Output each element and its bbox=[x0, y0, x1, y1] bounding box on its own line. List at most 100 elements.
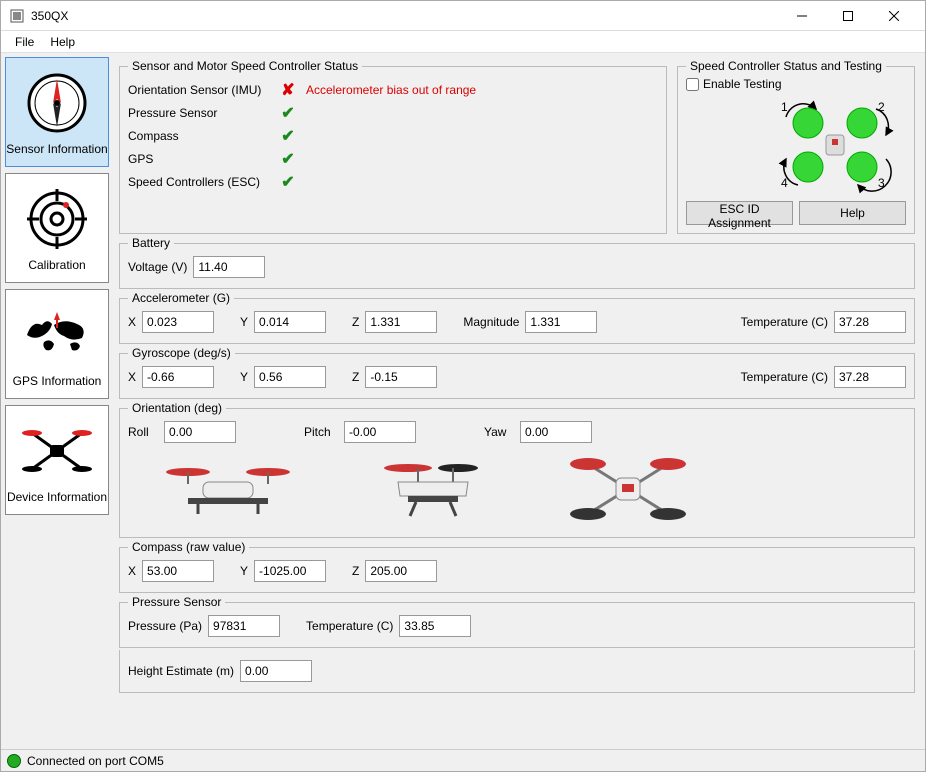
compass-y-input[interactable] bbox=[254, 560, 326, 582]
voltage-label: Voltage (V) bbox=[128, 260, 187, 274]
accel-y-input[interactable] bbox=[254, 311, 326, 333]
pressure-input[interactable] bbox=[208, 615, 280, 637]
status-label: Orientation Sensor (IMU) bbox=[128, 83, 278, 97]
pitch-label: Pitch bbox=[304, 425, 338, 439]
compass-z-label: Z bbox=[352, 564, 359, 578]
compass-z-input[interactable] bbox=[365, 560, 437, 582]
menu-file[interactable]: File bbox=[7, 33, 42, 51]
accel-y-label: Y bbox=[240, 315, 248, 329]
battery-group: Battery Voltage (V) bbox=[119, 236, 915, 289]
orientation-legend: Orientation (deg) bbox=[128, 401, 226, 415]
status-row-pressure: Pressure Sensor ✔ bbox=[128, 103, 658, 123]
accelerometer-group: Accelerometer (G) X Y Z Magnitude Temper… bbox=[119, 291, 915, 344]
check-icon: ✔ bbox=[278, 172, 298, 192]
app-icon bbox=[9, 8, 25, 24]
status-label: GPS bbox=[128, 152, 278, 166]
pressure-temp-label: Temperature (C) bbox=[306, 619, 393, 633]
pitch-input[interactable] bbox=[344, 421, 416, 443]
gyro-x-label: X bbox=[128, 370, 136, 384]
drone-pitch-image bbox=[358, 449, 498, 529]
menubar: File Help bbox=[1, 31, 925, 53]
cross-icon: ✘ bbox=[278, 80, 298, 100]
accel-x-input[interactable] bbox=[142, 311, 214, 333]
titlebar: 350QX bbox=[1, 1, 925, 31]
yaw-input[interactable] bbox=[520, 421, 592, 443]
status-message: Accelerometer bias out of range bbox=[306, 83, 476, 97]
sidebar-item-sensor-information[interactable]: Sensor Information bbox=[5, 57, 109, 167]
drone-roll-image bbox=[158, 449, 298, 529]
sidebar-item-label: GPS Information bbox=[13, 374, 102, 388]
sensor-status-group: Sensor and Motor Speed Controller Status… bbox=[119, 59, 667, 234]
sidebar-item-gps-information[interactable]: GPS Information bbox=[5, 289, 109, 399]
status-row-esc: Speed Controllers (ESC) ✔ bbox=[128, 172, 658, 192]
world-map-icon bbox=[22, 300, 92, 370]
voltage-input[interactable] bbox=[193, 256, 265, 278]
gyro-x-input[interactable] bbox=[142, 366, 214, 388]
pressure-label: Pressure (Pa) bbox=[128, 619, 202, 633]
height-label: Height Estimate (m) bbox=[128, 664, 234, 678]
window-title: 350QX bbox=[31, 9, 779, 23]
sidebar-item-device-information[interactable]: Device Information bbox=[5, 405, 109, 515]
compass-x-input[interactable] bbox=[142, 560, 214, 582]
gyro-z-input[interactable] bbox=[365, 366, 437, 388]
content-area: Sensor and Motor Speed Controller Status… bbox=[113, 53, 925, 749]
close-button[interactable] bbox=[871, 1, 917, 31]
compass-y-label: Y bbox=[240, 564, 248, 578]
enable-testing-checkbox[interactable] bbox=[686, 78, 699, 91]
accel-temp-label: Temperature (C) bbox=[741, 315, 828, 329]
accel-z-input[interactable] bbox=[365, 311, 437, 333]
pressure-legend: Pressure Sensor bbox=[128, 595, 225, 609]
accel-mag-input[interactable] bbox=[525, 311, 597, 333]
check-icon: ✔ bbox=[278, 103, 298, 123]
accel-legend: Accelerometer (G) bbox=[128, 291, 234, 305]
testing-legend: Speed Controller Status and Testing bbox=[686, 59, 886, 73]
gyro-legend: Gyroscope (deg/s) bbox=[128, 346, 235, 360]
check-icon: ✔ bbox=[278, 126, 298, 146]
help-button[interactable]: Help bbox=[799, 201, 906, 225]
sidebar-item-calibration[interactable]: Calibration bbox=[5, 173, 109, 283]
gyroscope-group: Gyroscope (deg/s) X Y Z Temperature (C) bbox=[119, 346, 915, 399]
enable-testing-label[interactable]: Enable Testing bbox=[686, 77, 906, 91]
height-input[interactable] bbox=[240, 660, 312, 682]
status-row-imu: Orientation Sensor (IMU) ✘ Accelerometer… bbox=[128, 80, 658, 100]
compass-legend: Compass (raw value) bbox=[128, 540, 249, 554]
sidebar-item-label: Device Information bbox=[7, 490, 107, 504]
motor-1-label: 1 bbox=[781, 100, 788, 114]
status-label: Speed Controllers (ESC) bbox=[128, 175, 278, 189]
sidebar-item-label: Sensor Information bbox=[6, 142, 107, 156]
sidebar-item-label: Calibration bbox=[28, 258, 85, 272]
compass-group: Compass (raw value) X Y Z bbox=[119, 540, 915, 593]
minimize-button[interactable] bbox=[779, 1, 825, 31]
orientation-group: Orientation (deg) Roll Pitch Yaw bbox=[119, 401, 915, 538]
roll-label: Roll bbox=[128, 425, 158, 439]
pressure-sensor-group: Pressure Sensor Pressure (Pa) Temperatur… bbox=[119, 595, 915, 648]
gyro-y-input[interactable] bbox=[254, 366, 326, 388]
check-icon: ✔ bbox=[278, 149, 298, 169]
status-label: Pressure Sensor bbox=[128, 106, 278, 120]
battery-legend: Battery bbox=[128, 236, 174, 250]
drone-icon bbox=[22, 416, 92, 486]
status-label: Compass bbox=[128, 129, 278, 143]
menu-help[interactable]: Help bbox=[42, 33, 83, 51]
accel-x-label: X bbox=[128, 315, 136, 329]
maximize-button[interactable] bbox=[825, 1, 871, 31]
gyro-temp-label: Temperature (C) bbox=[741, 370, 828, 384]
accel-temp-input[interactable] bbox=[834, 311, 906, 333]
motor-diagram: 1 2 3 4 bbox=[686, 95, 906, 195]
accel-z-label: Z bbox=[352, 315, 359, 329]
speed-controller-testing-group: Speed Controller Status and Testing Enab… bbox=[677, 59, 915, 234]
compass-gauge-icon bbox=[22, 68, 92, 138]
enable-testing-text: Enable Testing bbox=[703, 77, 782, 91]
gyro-z-label: Z bbox=[352, 370, 359, 384]
esc-id-assignment-button[interactable]: ESC ID Assignment bbox=[686, 201, 793, 225]
accel-mag-label: Magnitude bbox=[463, 315, 519, 329]
pressure-temp-input[interactable] bbox=[399, 615, 471, 637]
target-icon bbox=[22, 184, 92, 254]
roll-input[interactable] bbox=[164, 421, 236, 443]
gyro-temp-input[interactable] bbox=[834, 366, 906, 388]
status-row-gps: GPS ✔ bbox=[128, 149, 658, 169]
gyro-y-label: Y bbox=[240, 370, 248, 384]
sensor-status-legend: Sensor and Motor Speed Controller Status bbox=[128, 59, 362, 73]
drone-yaw-image bbox=[558, 449, 698, 529]
yaw-label: Yaw bbox=[484, 425, 514, 439]
